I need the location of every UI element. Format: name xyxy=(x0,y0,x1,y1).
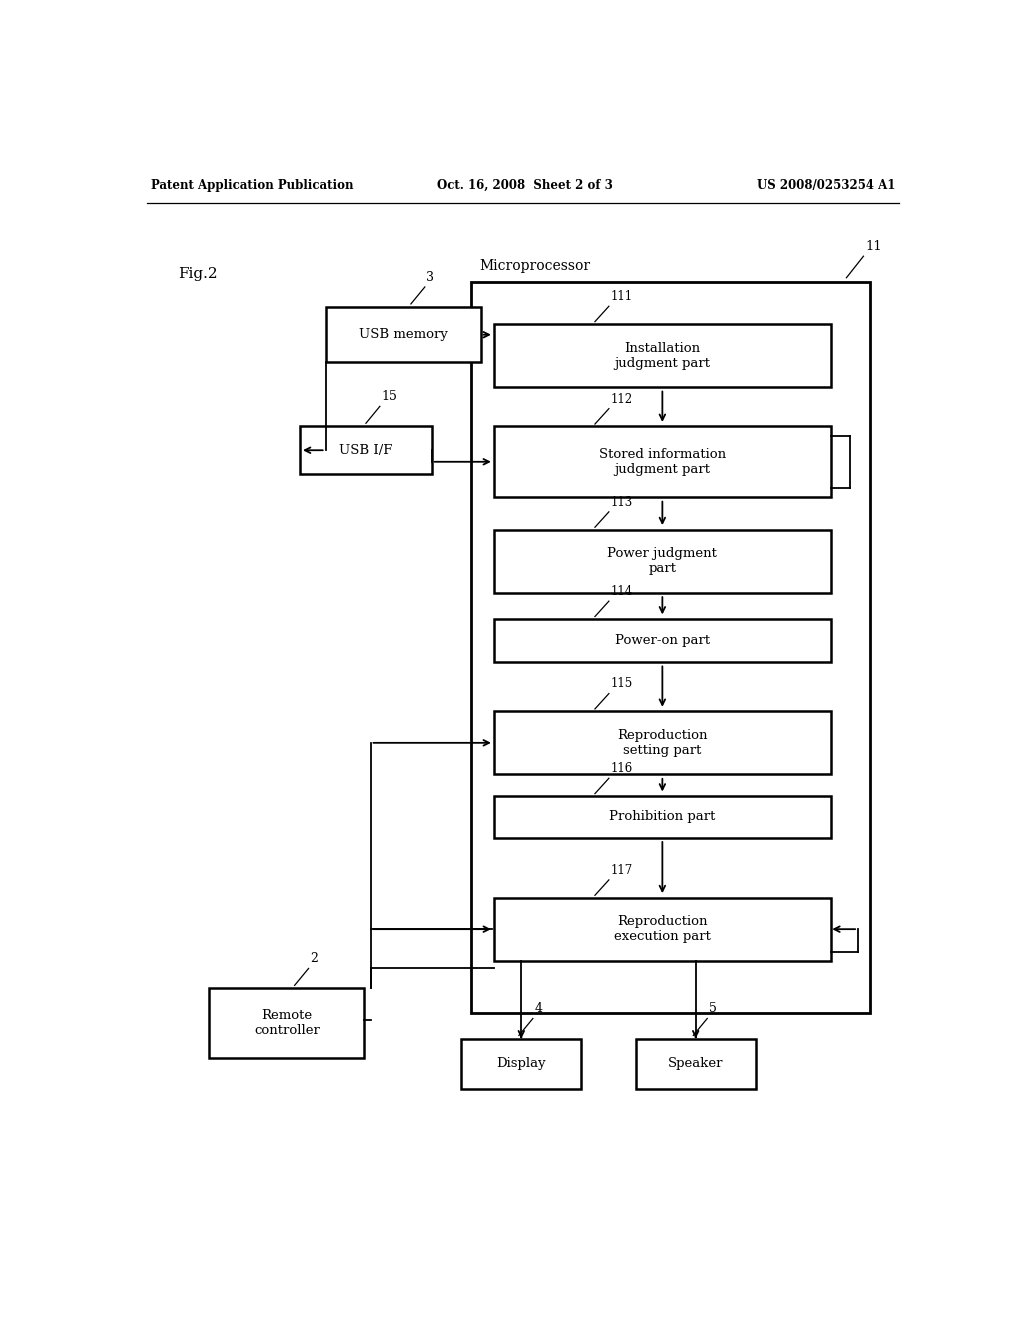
Text: 2: 2 xyxy=(310,952,318,965)
Bar xyxy=(461,1039,582,1089)
Text: 112: 112 xyxy=(610,392,633,405)
Text: Reproduction
execution part: Reproduction execution part xyxy=(614,915,711,944)
Bar xyxy=(494,796,830,838)
Text: 5: 5 xyxy=(709,1002,717,1015)
Text: Fig.2: Fig.2 xyxy=(178,267,218,281)
Text: USB I/F: USB I/F xyxy=(339,444,392,457)
Text: Display: Display xyxy=(497,1057,546,1071)
Text: Power-on part: Power-on part xyxy=(614,634,710,647)
Text: Installation
judgment part: Installation judgment part xyxy=(614,342,711,370)
Bar xyxy=(636,1039,756,1089)
Text: 15: 15 xyxy=(381,391,397,404)
Text: US 2008/0253254 A1: US 2008/0253254 A1 xyxy=(757,178,895,191)
Text: Microprocessor: Microprocessor xyxy=(480,259,591,273)
Bar xyxy=(326,308,480,363)
Text: 115: 115 xyxy=(610,677,633,690)
Text: Speaker: Speaker xyxy=(668,1057,723,1071)
Text: USB memory: USB memory xyxy=(358,329,447,342)
Bar xyxy=(494,426,830,498)
Bar xyxy=(494,323,830,387)
Text: Oct. 16, 2008  Sheet 2 of 3: Oct. 16, 2008 Sheet 2 of 3 xyxy=(437,178,612,191)
Text: 114: 114 xyxy=(610,585,633,598)
Bar xyxy=(494,529,830,593)
Bar xyxy=(494,619,830,663)
Text: Remote
controller: Remote controller xyxy=(254,1008,319,1038)
Bar xyxy=(300,426,432,474)
Text: Stored information
judgment part: Stored information judgment part xyxy=(599,447,726,475)
Text: 116: 116 xyxy=(610,762,633,775)
Text: 3: 3 xyxy=(426,271,434,284)
Bar xyxy=(209,989,365,1057)
Text: 117: 117 xyxy=(610,863,633,876)
Text: 11: 11 xyxy=(865,240,882,253)
Text: Power judgment
part: Power judgment part xyxy=(607,546,717,576)
Bar xyxy=(471,281,869,1014)
Text: Reproduction
setting part: Reproduction setting part xyxy=(617,729,708,756)
Text: Patent Application Publication: Patent Application Publication xyxy=(152,178,353,191)
Bar xyxy=(494,898,830,961)
Text: 111: 111 xyxy=(610,290,633,304)
Text: Prohibition part: Prohibition part xyxy=(609,810,716,824)
Text: 4: 4 xyxy=(535,1002,543,1015)
Text: 113: 113 xyxy=(610,496,633,508)
Bar xyxy=(494,711,830,775)
